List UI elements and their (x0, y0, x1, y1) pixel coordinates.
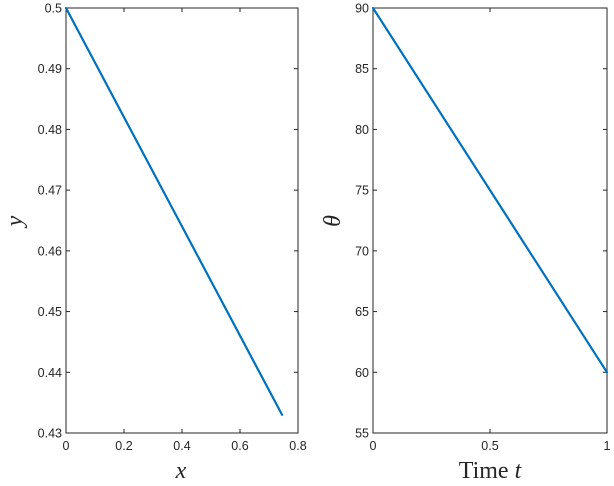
y-tick-label: 75 (355, 184, 369, 198)
data-line (371, 6, 609, 374)
y-tick-label: 80 (355, 123, 369, 137)
y-tick-label: 0.49 (38, 62, 62, 76)
y-tick-label: 70 (355, 244, 369, 258)
y-tick-label: 85 (355, 62, 369, 76)
right-x-axis-label: Time t (459, 458, 523, 484)
axes-box (372, 7, 608, 434)
x-tick-label: 0 (63, 439, 70, 453)
x-tick-label: 1 (604, 439, 611, 453)
y-tick-label: 0.47 (38, 184, 62, 198)
right-x-axis-label-var: t (515, 458, 523, 484)
y-tick-label: 0.45 (38, 305, 62, 319)
y-tick-label: 0.48 (38, 123, 62, 137)
y-tick-label: 0.5 (45, 2, 62, 16)
x-tick-label: 0 (370, 439, 377, 453)
x-tick-label: 0.5 (481, 439, 498, 453)
x-tick-label: 0.2 (115, 439, 132, 453)
data-line (64, 6, 284, 416)
left-plot: 0 0.2 0.4 0.6 0.8 0.43 0.44 0.45 0.46 0.47 0.48 0.4… (38, 2, 307, 454)
y-tick-label: 90 (355, 2, 369, 16)
x-tick-label: 0.6 (231, 439, 248, 453)
y-tick-label: 0.43 (38, 427, 62, 441)
right-plot: 0 0.5 1 55 60 65 70 75 80 85 90 (355, 2, 610, 454)
x-tick-label: 0.4 (173, 439, 190, 453)
y-tick-label: 55 (355, 427, 369, 441)
y-tick-label: 60 (355, 366, 369, 380)
y-tick-label: 65 (355, 305, 369, 319)
x-tick-label: 0.8 (289, 439, 306, 453)
left-y-axis-label: y (2, 215, 28, 228)
right-x-axis-label-text: Time (459, 458, 515, 484)
left-x-axis-label: x (175, 458, 187, 484)
y-tick-label: 0.46 (38, 244, 62, 258)
y-tick-label: 0.44 (38, 366, 62, 380)
right-y-axis-label: θ (320, 215, 346, 227)
